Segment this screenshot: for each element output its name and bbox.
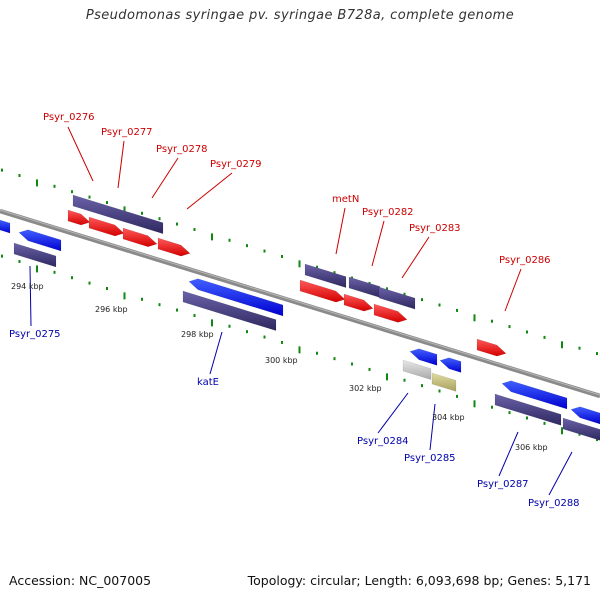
gene-feature[interactable] (439, 357, 462, 373)
gene-label[interactable]: Psyr_0275 (9, 329, 61, 340)
axis-tick-label: 296 kbp (95, 305, 128, 314)
gene-leader-line (151, 157, 179, 199)
gene-feature[interactable] (409, 348, 438, 366)
gene-leader-line (504, 268, 522, 312)
axis-tick-label: 306 kbp (515, 443, 548, 452)
genome-summary-text: Topology: circular; Length: 6,093,698 bp… (247, 573, 591, 588)
gene-label[interactable]: Psyr_0288 (528, 498, 580, 509)
gene-leader-line (429, 403, 436, 451)
axis-tick-label: 302 kbp (349, 384, 382, 393)
gene-feature[interactable] (67, 209, 91, 226)
axis-tick-label: 304 kbp (432, 413, 465, 422)
gene-feature[interactable] (570, 406, 600, 425)
gene-leader-line (548, 451, 573, 496)
gene-leader-line (401, 236, 430, 279)
gene-feature[interactable] (157, 237, 191, 257)
gene-label[interactable]: katE (197, 377, 219, 388)
gene-label[interactable]: Psyr_0276 (43, 112, 95, 123)
gene-label[interactable]: Psyr_0285 (404, 453, 456, 464)
gene-feature[interactable] (299, 279, 346, 303)
genome-backbone-highlight (0, 209, 600, 396)
gene-feature[interactable] (188, 278, 284, 317)
gene-feature[interactable] (88, 216, 125, 237)
map-title: Pseudomonas syringae pv. syringae B728a,… (85, 8, 515, 23)
gene-feature[interactable] (431, 372, 457, 392)
gene-feature[interactable] (13, 242, 57, 268)
accession-text: Accession: NC_007005 (9, 573, 152, 588)
gene-label[interactable]: metN (332, 194, 359, 205)
gene-feature[interactable] (476, 338, 507, 357)
gene-leader-line (371, 220, 385, 267)
gene-label[interactable]: Psyr_0286 (499, 255, 551, 266)
gene-leader-line (498, 431, 519, 477)
gene-label[interactable]: Psyr_0277 (101, 127, 153, 138)
gene-leader-line (117, 140, 125, 189)
gene-leader-line (29, 265, 32, 327)
gene-feature[interactable] (494, 393, 562, 426)
axis-tick-label: 294 kbp (11, 282, 44, 291)
gene-feature[interactable] (562, 417, 600, 441)
gene-feature[interactable] (182, 290, 277, 332)
gene-label[interactable]: Psyr_0278 (156, 144, 208, 155)
gene-leader-line (377, 392, 409, 434)
genome-backbone (0, 208, 600, 399)
gene-feature[interactable] (0, 219, 11, 234)
gene-feature[interactable] (378, 286, 416, 310)
gene-feature[interactable] (348, 276, 381, 298)
axis-tick-label: 300 kbp (265, 356, 298, 365)
gene-leader-line (209, 331, 223, 375)
gene-label[interactable]: Psyr_0287 (477, 479, 529, 490)
gene-label[interactable]: Psyr_0284 (357, 436, 409, 447)
gene-leader-line (67, 126, 94, 182)
gene-feature[interactable] (501, 380, 568, 410)
gene-feature[interactable] (304, 263, 347, 288)
gene-leader-line (335, 207, 346, 255)
gene-feature[interactable] (402, 359, 432, 380)
gene-feature[interactable] (18, 229, 62, 252)
gene-feature[interactable] (373, 303, 408, 323)
gene-feature[interactable] (122, 227, 158, 247)
axis-tick-label: 298 kbp (181, 330, 214, 339)
gene-label[interactable]: Psyr_0282 (362, 207, 414, 218)
lower-tick-track (1, 254, 598, 442)
gene-leader-line (186, 172, 233, 210)
gene-feature[interactable] (72, 194, 164, 235)
gene-label[interactable]: Psyr_0279 (210, 159, 262, 170)
gene-label[interactable]: Psyr_0283 (409, 223, 461, 234)
gene-feature[interactable] (343, 293, 374, 312)
